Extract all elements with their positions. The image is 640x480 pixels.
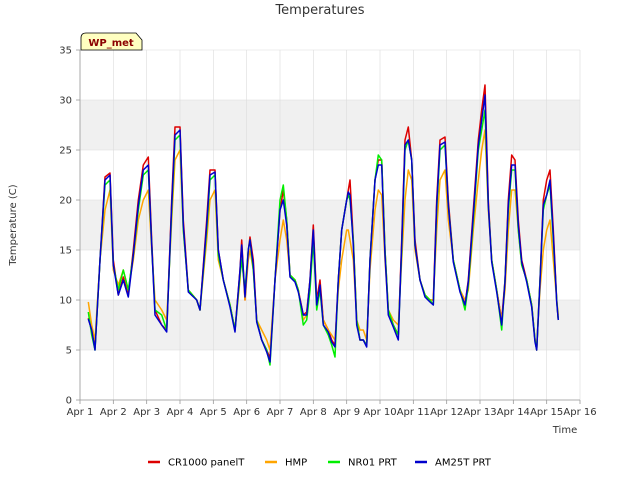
station-badge-label: WP_met — [88, 38, 134, 49]
x-tick-label: Apr 6 — [233, 407, 260, 418]
x-tick-label: Apr 1 — [67, 407, 94, 418]
y-axis-title: Temperature (C) — [8, 184, 19, 266]
x-tick-label: Apr 16 — [563, 407, 596, 418]
legend-item-0: CR1000 panelT — [148, 458, 245, 469]
y-tick-label: 10 — [59, 296, 72, 307]
x-tick-label: Apr 13 — [463, 407, 496, 418]
series-line-3 — [87, 94, 560, 363]
legend: CR1000 panelT HMP NR01 PRT AM25T PRT — [148, 458, 492, 469]
legend-label: AM25T PRT — [435, 458, 492, 469]
plot-band — [80, 100, 580, 150]
y-tick-label: 15 — [59, 246, 72, 257]
plot-band — [80, 200, 580, 250]
x-tick-label: Apr 9 — [333, 407, 360, 418]
legend-item-3: AM25T PRT — [415, 458, 492, 469]
axes — [79, 50, 580, 401]
legend-item-1: HMP — [265, 458, 307, 469]
legend-label: NR01 PRT — [348, 458, 398, 469]
y-tick-label: 25 — [59, 146, 72, 157]
plot-background — [80, 50, 580, 400]
y-axis-ticks: 0 5 10 15 20 25 30 35 — [59, 46, 80, 407]
y-tick-label: 30 — [59, 96, 72, 107]
x-axis-title: Time — [552, 425, 577, 436]
legend-label: CR1000 panelT — [168, 458, 245, 469]
x-tick-label: Apr 8 — [300, 407, 327, 418]
x-tick-label: Apr 14 — [497, 407, 530, 418]
x-tick-label: Apr 5 — [200, 407, 227, 418]
station-badge: WP_met — [80, 32, 143, 51]
x-tick-label: Apr 10 — [363, 407, 396, 418]
series-layer — [87, 84, 560, 366]
x-tick-label: Apr 2 — [100, 407, 127, 418]
legend-label: HMP — [285, 458, 307, 469]
station-badge-box — [80, 32, 143, 51]
y-tick-label: 20 — [59, 196, 72, 207]
y-tick-label: 0 — [66, 396, 72, 407]
y-tick-label: 35 — [59, 46, 72, 57]
x-tick-label: Apr 3 — [133, 407, 160, 418]
x-axis-ticks: Apr 1 Apr 2 Apr 3 Apr 4 Apr 5 Apr 6 Apr 7 Apr 8… — [67, 400, 597, 418]
x-tick-label: Apr 4 — [167, 407, 194, 418]
x-tick-label: Apr 7 — [267, 407, 294, 418]
x-tick-label: Apr 11 — [397, 407, 430, 418]
y-tick-label: 5 — [66, 346, 72, 357]
x-tick-label: Apr 15 — [530, 407, 563, 418]
x-tick-label: Apr 12 — [430, 407, 463, 418]
chart-title: Temperatures — [274, 3, 364, 18]
legend-item-2: NR01 PRT — [328, 458, 398, 469]
